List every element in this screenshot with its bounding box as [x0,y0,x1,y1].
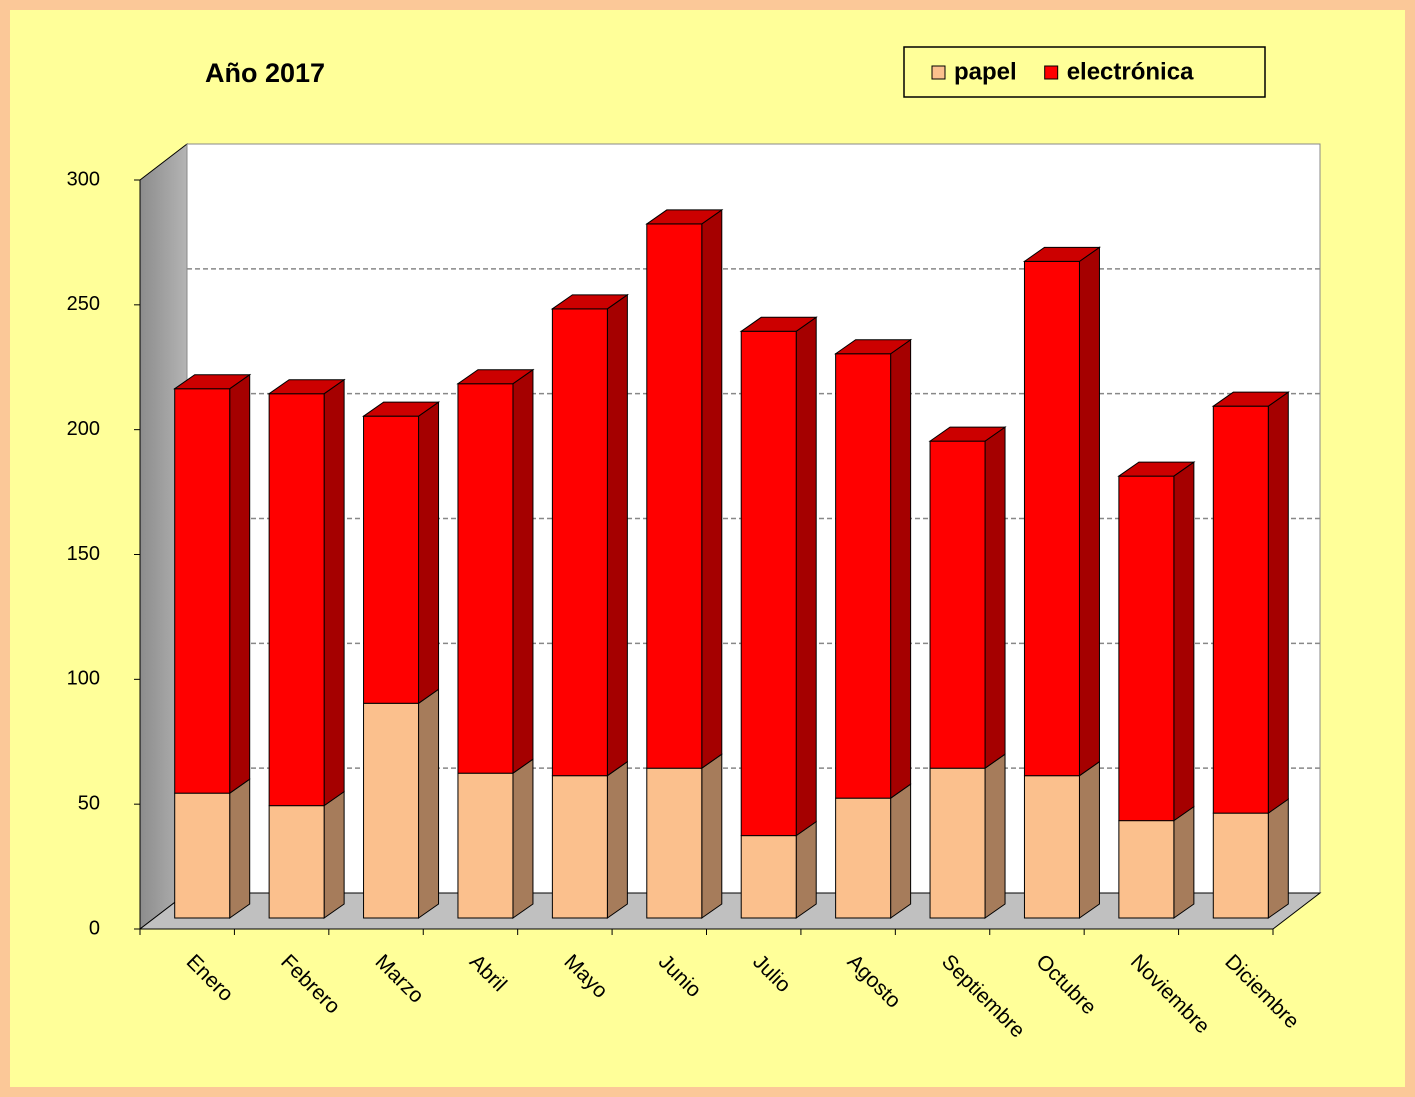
bar-top [361,401,441,417]
bar-side [418,688,440,919]
bar [835,353,892,799]
bar-side [1267,798,1289,919]
bar [551,775,608,919]
bar-side [795,316,817,837]
bar [1212,405,1269,814]
bar-side [229,778,251,919]
bar-side [323,790,345,919]
bar-side [701,753,723,919]
bar [1023,775,1080,919]
bar [268,393,325,807]
bar [646,223,703,769]
y-tick-label: 100 [67,668,100,690]
bar-top [834,339,913,355]
y-tick-label: 250 [67,293,100,315]
bar-side [512,758,534,919]
bar-side [323,378,345,807]
bar-side [229,373,251,795]
y-tick-label: 200 [67,418,100,440]
bar-side [1078,246,1100,777]
bar-top [267,379,346,395]
bar [835,797,892,919]
bar-top [645,209,724,225]
bar-side [890,783,912,919]
bar-side [701,208,723,770]
bar-side [606,293,628,777]
bar [1118,820,1175,919]
bar-side [1173,461,1195,822]
bar [174,388,231,794]
bar-side [984,753,1006,919]
bar-top [928,426,1007,442]
bar [363,415,420,704]
bar [740,330,797,837]
legend-label: electrónica [1067,58,1194,85]
bar [1212,812,1269,919]
bar-top [173,374,252,390]
legend-swatch [1044,65,1059,80]
bar [740,835,797,919]
y-tick-label: 0 [89,917,100,939]
y-tick-label: 50 [78,792,100,814]
bar-side [418,401,440,705]
bar-top [739,316,818,332]
legend-box [903,46,1266,98]
legend-label: papel [954,58,1017,85]
bar [457,772,514,919]
bar-side [1078,760,1100,919]
bar-side [512,368,534,775]
bar [551,308,608,777]
bar [929,767,986,919]
chart-title: Año 2017 [205,58,325,88]
bar-top [1022,246,1102,262]
bar-side [984,426,1006,770]
bar [1118,475,1175,822]
bar-top [1117,461,1196,477]
bar [1023,260,1080,777]
bar-top [456,369,535,385]
bar [268,805,325,919]
legend-swatch [931,65,946,80]
bar [457,383,514,774]
bar [646,767,703,919]
bar [929,440,986,769]
y-tick-label: 150 [67,543,100,565]
bar [363,702,420,919]
bar-top [550,294,629,310]
bar-side [1267,391,1289,815]
bar [174,792,231,919]
bar-top [1211,391,1290,407]
y-tick-label: 300 [67,168,100,190]
bar-side [890,338,912,800]
bar-side [795,820,817,919]
bar-side [606,760,628,919]
bar-side [1173,805,1195,919]
